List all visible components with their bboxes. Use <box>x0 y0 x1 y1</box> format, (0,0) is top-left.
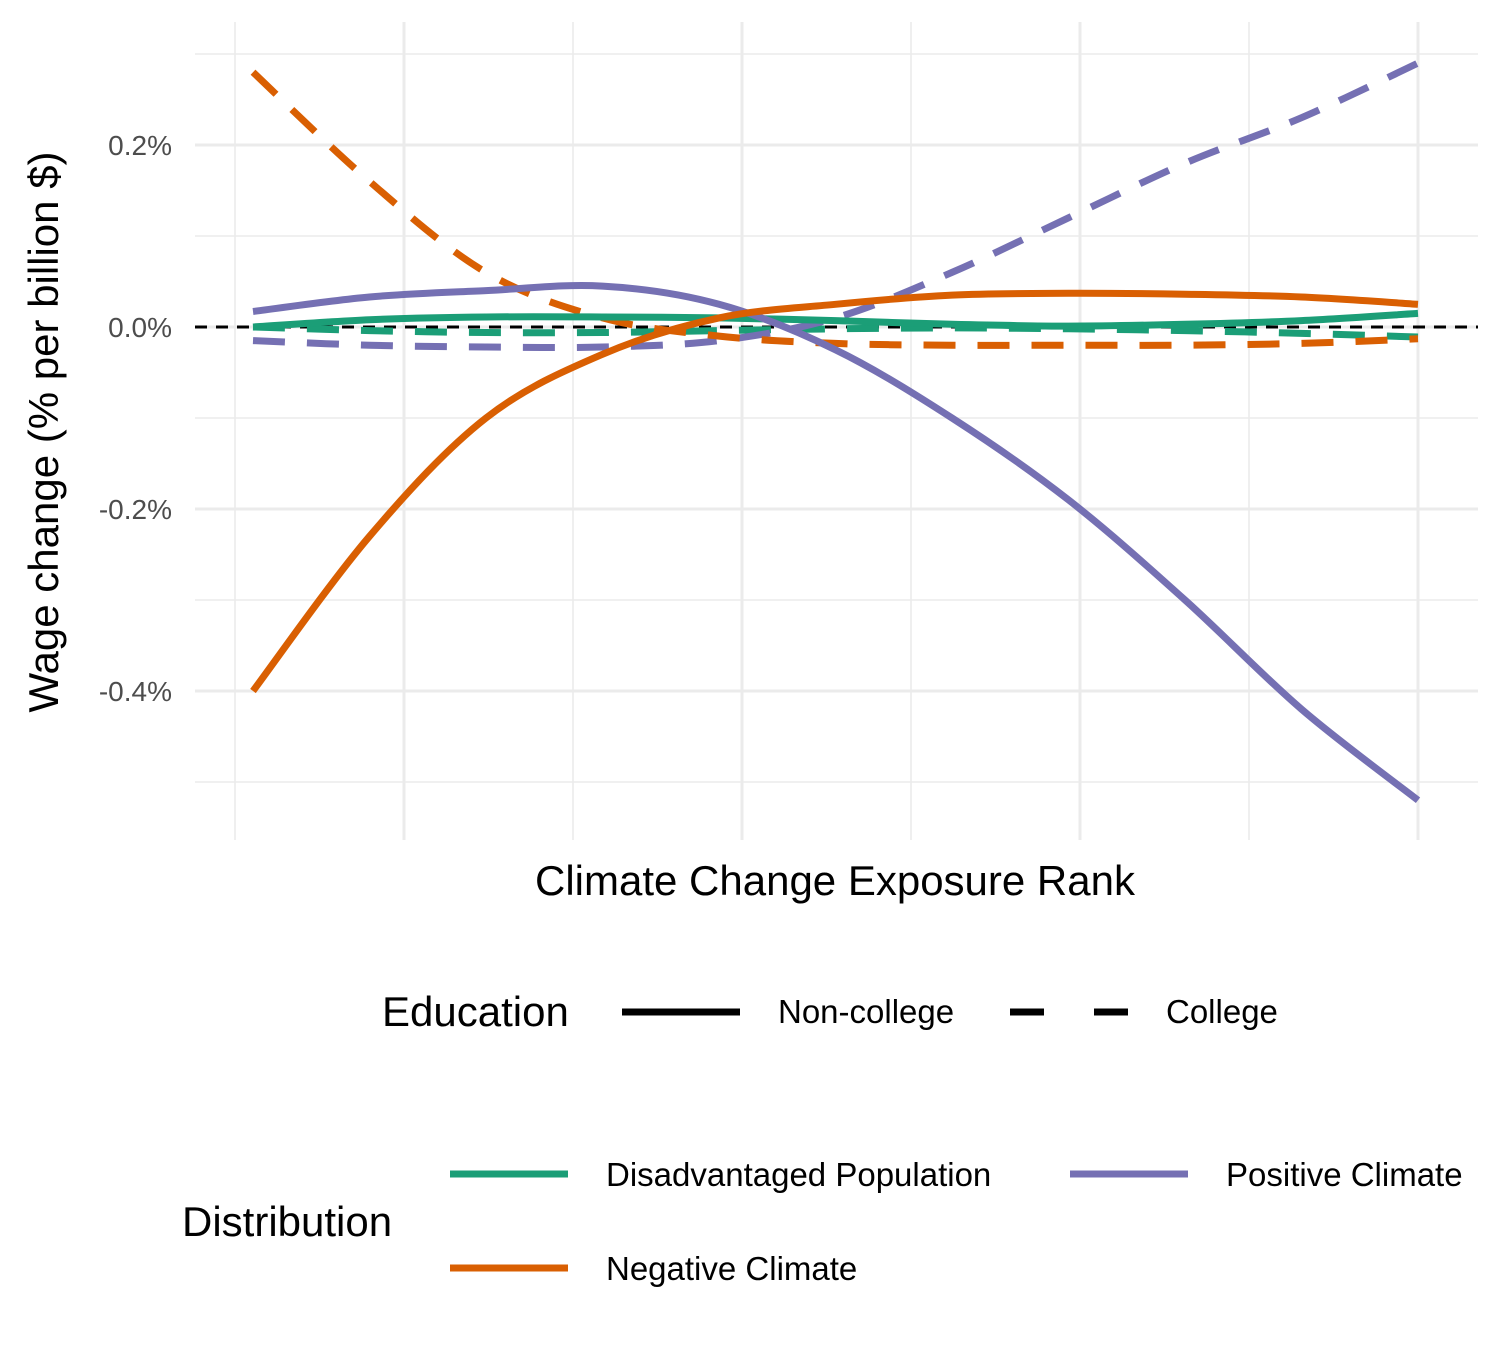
series-layer <box>250 59 1421 803</box>
grid <box>195 22 1478 840</box>
series-line-disadvantaged-population-non-college <box>252 309 1419 331</box>
series-line-positive-climate-non-college <box>252 282 1421 803</box>
legend-label-positive-climate: Positive Climate <box>1226 1156 1463 1193</box>
y-axis-title: Wage change (% per billion $) <box>20 151 67 712</box>
y-tick-labels: 0.2% 0.0% -0.2% -0.4% <box>99 130 172 707</box>
legend-education: Education Non-college College <box>382 988 1278 1035</box>
y-tick-label: -0.4% <box>99 676 172 707</box>
legend-label-negative-climate: Negative Climate <box>606 1250 857 1287</box>
y-tick-label: -0.2% <box>99 494 172 525</box>
x-axis-title: Climate Change Exposure Rank <box>535 857 1136 904</box>
legend-distribution: Distribution Disadvantaged Population Po… <box>182 1156 1463 1287</box>
y-tick-label: 0.2% <box>108 130 172 161</box>
legend-label-non-college: Non-college <box>778 993 954 1030</box>
legend-education-title: Education <box>382 988 569 1035</box>
series-line-positive-climate-college <box>252 59 1420 352</box>
y-tick-label: 0.0% <box>108 312 172 343</box>
legend-distribution-title: Distribution <box>182 1198 392 1245</box>
series-line-negative-climate-non-college <box>250 289 1419 694</box>
legend-label-disadvantaged-population: Disadvantaged Population <box>606 1156 991 1193</box>
legend-label-college: College <box>1166 993 1278 1030</box>
